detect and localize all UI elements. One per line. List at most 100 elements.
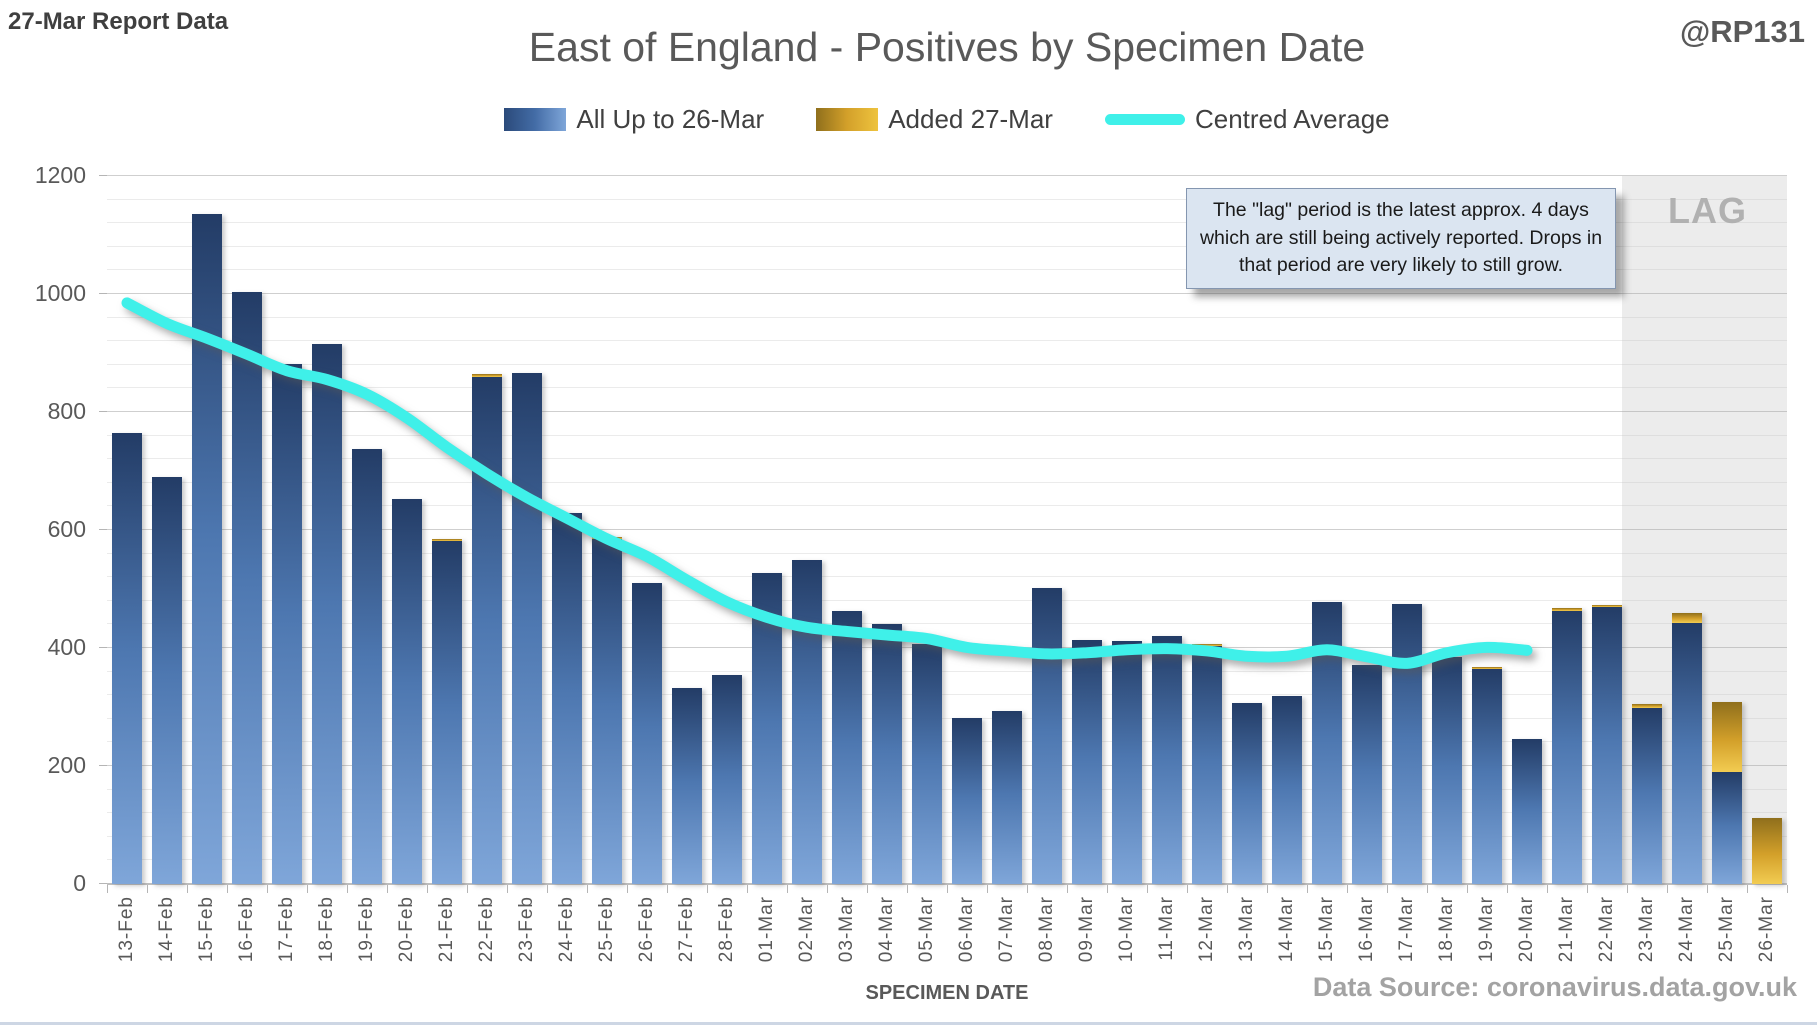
x-axis-tick-label: 15-Feb	[196, 896, 217, 963]
x-axis-tick	[1347, 885, 1348, 893]
major-gridline	[107, 293, 1787, 294]
x-axis-tick	[747, 885, 748, 893]
base-segment	[1592, 607, 1622, 884]
gold-bar-swatch-icon	[816, 108, 879, 131]
y-axis-tick-label: 200	[47, 752, 86, 778]
x-axis-tick	[547, 885, 548, 893]
minor-gridline	[107, 363, 1787, 365]
x-axis-tick	[587, 885, 588, 893]
x-axis-tick-label: 13-Mar	[1236, 896, 1257, 963]
base-segment	[312, 344, 342, 884]
y-axis-tick	[99, 883, 107, 884]
bar-14-Feb	[152, 476, 182, 884]
x-axis-tick-label: 18-Mar	[1436, 896, 1457, 963]
x-axis-tick-label: 01-Mar	[756, 896, 777, 963]
x-axis-tick	[1307, 885, 1308, 893]
x-axis-tick-label: 14-Feb	[156, 896, 177, 963]
minor-gridline	[107, 670, 1787, 672]
added-segment	[1672, 613, 1702, 624]
added-segment	[432, 538, 462, 542]
bar-19-Feb	[352, 449, 382, 884]
x-axis-tick	[267, 885, 268, 893]
minor-gridline	[107, 198, 1787, 200]
x-axis-tick-label: 24-Feb	[556, 896, 577, 963]
x-axis-tick	[307, 885, 308, 893]
blue-bar-swatch-icon	[504, 108, 567, 131]
bar-26-Mar	[1752, 817, 1782, 884]
minor-gridline	[107, 269, 1787, 271]
base-segment	[632, 583, 662, 884]
base-segment	[712, 674, 742, 884]
chart-title: East of England - Positives by Specimen …	[528, 24, 1366, 70]
minor-gridline	[107, 859, 1787, 861]
x-axis-tick	[1267, 885, 1268, 893]
x-axis-tick-label: 23-Feb	[516, 896, 537, 963]
y-axis-tick-label: 0	[73, 870, 86, 896]
bar-17-Mar	[1392, 603, 1422, 884]
x-axis-tick	[227, 885, 228, 893]
y-axis-tick	[99, 647, 107, 648]
x-axis-tick-label: 09-Mar	[1076, 896, 1097, 963]
base-segment	[1672, 623, 1702, 884]
bar-16-Feb	[232, 292, 262, 884]
base-segment	[1552, 610, 1582, 884]
legend-label: Added 27-Mar	[888, 104, 1053, 134]
x-axis-tick-label: 25-Mar	[1716, 896, 1737, 963]
author-handle: @RP131	[1679, 14, 1805, 49]
x-axis-tick-label: 21-Feb	[436, 896, 457, 963]
base-segment	[1032, 588, 1062, 884]
bar-24-Feb	[552, 512, 582, 884]
bar-18-Feb	[312, 344, 342, 884]
x-axis-tick-label: 19-Feb	[356, 896, 377, 963]
x-axis-line	[107, 883, 1787, 885]
minor-gridline	[107, 245, 1787, 247]
x-axis-tick-label: 14-Mar	[1276, 896, 1297, 963]
x-axis-tick	[1387, 885, 1388, 893]
minor-gridline	[107, 434, 1787, 436]
added-segment	[1472, 667, 1502, 670]
bar-24-Mar	[1672, 613, 1702, 884]
x-axis-tick	[347, 885, 348, 893]
bar-16-Mar	[1352, 664, 1382, 884]
minor-gridline	[107, 481, 1787, 483]
legend-label: All Up to 26-Mar	[576, 104, 765, 134]
base-segment	[1072, 639, 1102, 884]
x-axis-tick	[1467, 885, 1468, 893]
y-axis-tick	[99, 293, 107, 294]
bar-18-Mar	[1432, 657, 1462, 884]
base-segment	[232, 292, 262, 884]
x-axis-tick-label: 24-Mar	[1676, 896, 1697, 963]
x-axis-tick	[707, 885, 708, 893]
minor-gridline	[107, 788, 1787, 790]
minor-gridline	[107, 812, 1787, 814]
bar-20-Mar	[1512, 738, 1542, 884]
x-axis-tick-label: 17-Mar	[1396, 896, 1417, 963]
minor-gridline	[107, 552, 1787, 554]
bar-09-Mar	[1072, 639, 1102, 884]
major-gridline	[107, 411, 1787, 412]
x-axis-tick	[1587, 885, 1588, 893]
base-segment	[112, 432, 142, 884]
bar-22-Mar	[1592, 604, 1622, 884]
added-segment	[1632, 704, 1662, 708]
x-axis-tick	[947, 885, 948, 893]
base-segment	[1512, 738, 1542, 884]
y-axis-tick-label: 800	[47, 398, 86, 424]
lag-region-label: LAG	[1668, 190, 1747, 231]
base-segment	[1632, 707, 1662, 884]
x-axis-tick-label: 10-Mar	[1116, 896, 1137, 963]
base-segment	[792, 560, 822, 884]
minor-gridline	[107, 316, 1787, 318]
x-axis-tick	[1427, 885, 1428, 893]
minor-gridline	[107, 458, 1787, 460]
major-gridline	[107, 529, 1787, 530]
base-segment	[1352, 664, 1382, 884]
plot-area	[107, 175, 1787, 885]
x-axis-tick	[387, 885, 388, 893]
bar-12-Mar	[1192, 643, 1222, 884]
bar-23-Feb	[512, 373, 542, 884]
base-segment	[1392, 603, 1422, 884]
minor-gridline	[107, 741, 1787, 743]
major-gridline	[107, 765, 1787, 766]
